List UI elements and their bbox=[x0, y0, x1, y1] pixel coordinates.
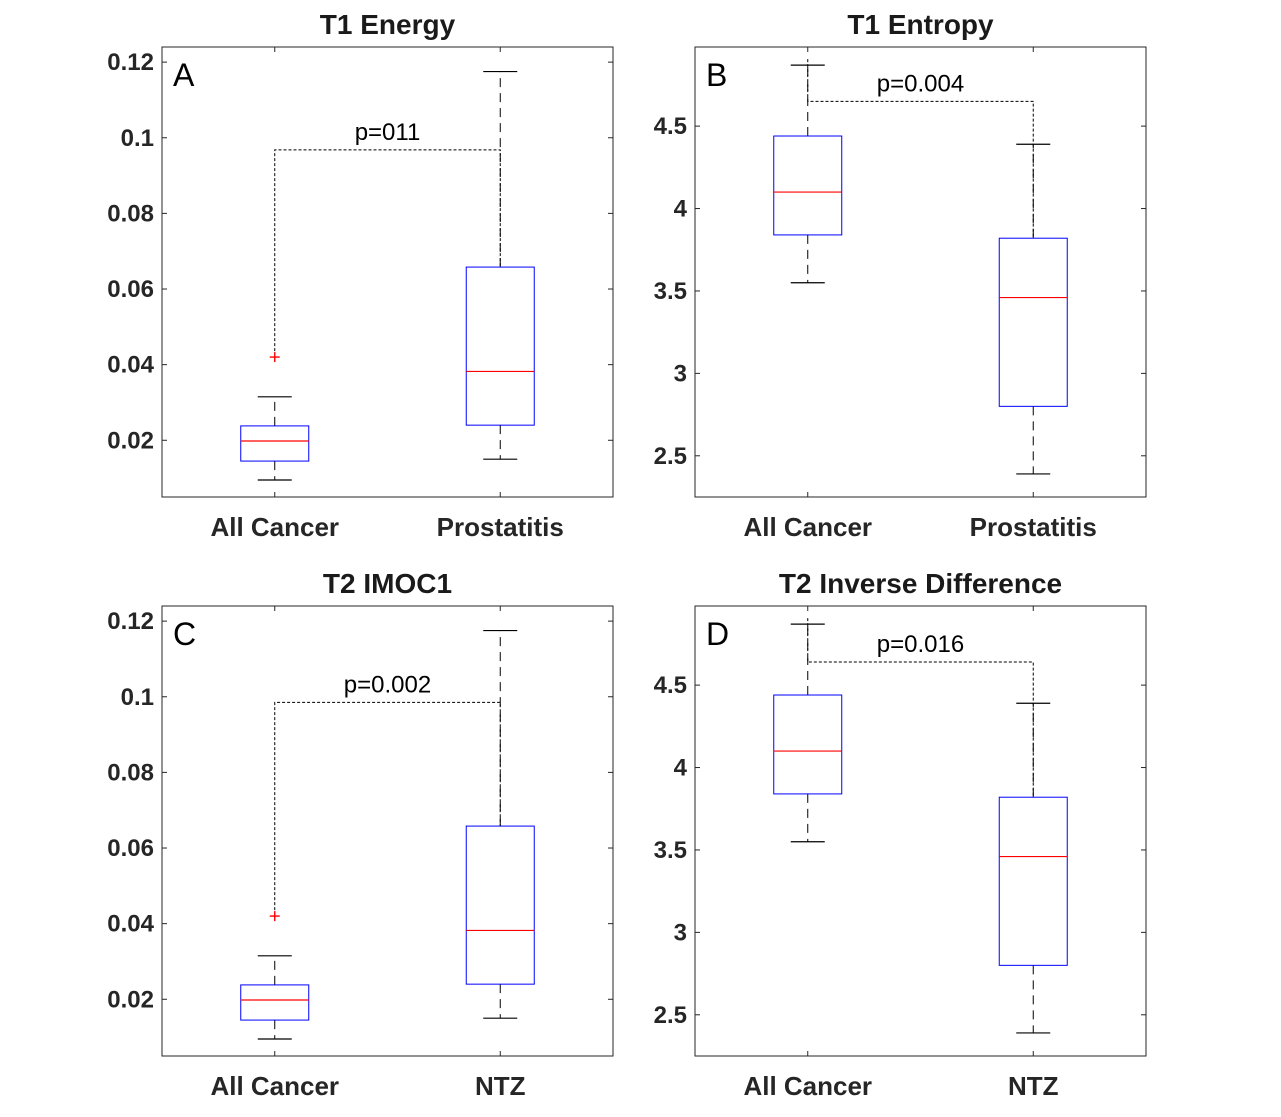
category-label: All Cancer bbox=[210, 512, 339, 542]
category-label: All Cancer bbox=[743, 1071, 872, 1101]
y-tick-label: 3.5 bbox=[654, 837, 687, 864]
p-value-label: p=0.002 bbox=[344, 671, 431, 698]
panel-title: T2 Inverse Difference bbox=[779, 568, 1062, 599]
category-label: All Cancer bbox=[210, 1071, 339, 1101]
y-tick-label: 0.08 bbox=[107, 200, 154, 227]
y-tick-label: 0.12 bbox=[107, 608, 154, 635]
panel-letter: D bbox=[706, 616, 729, 652]
iqr-box bbox=[773, 694, 843, 795]
significance-bracket: p=0.004 bbox=[807, 59, 1034, 239]
y-tick-label: 0.04 bbox=[107, 911, 154, 938]
iqr-box bbox=[773, 135, 843, 236]
panel-c: T2 IMOC1 C 0.02 0.04 0.06 0.08 0.1 0.12 All Canc… bbox=[107, 568, 614, 1101]
iqr-box bbox=[240, 984, 310, 1021]
y-tick-label: 2.5 bbox=[654, 1002, 687, 1029]
significance-bracket: p=0.002 bbox=[274, 671, 501, 911]
p-value-label: p=0.004 bbox=[877, 70, 964, 97]
box-all-cancer bbox=[240, 352, 310, 481]
panel-title: T1 Energy bbox=[320, 9, 456, 40]
y-tick-label: 0.1 bbox=[121, 684, 154, 711]
iqr-box bbox=[465, 266, 535, 426]
y-tick-label: 3 bbox=[674, 360, 687, 387]
panel-a: T1 Energy A 0.02 0.04 0.06 0.08 0.1 0.12 All Can… bbox=[107, 9, 614, 542]
y-tick-label: 0.06 bbox=[107, 835, 154, 862]
p-value-label: p=0.016 bbox=[877, 631, 964, 658]
significance-line bbox=[274, 701, 501, 911]
significance-line bbox=[274, 149, 501, 352]
y-tick-label: 0.12 bbox=[107, 49, 154, 76]
category-label: All Cancer bbox=[743, 512, 872, 542]
y-tick-label: 0.08 bbox=[107, 759, 154, 786]
y-tick-label: 3.5 bbox=[654, 278, 687, 305]
y-tick-label: 0.06 bbox=[107, 276, 154, 303]
box-prostatitis bbox=[998, 143, 1068, 475]
outlier-marker bbox=[269, 911, 280, 922]
significance-bracket: p=011 bbox=[274, 119, 501, 352]
axes-frame bbox=[161, 605, 614, 1057]
y-tick-label: 4 bbox=[674, 196, 688, 223]
y-tick-label: 4.5 bbox=[654, 672, 687, 699]
category-label: NTZ bbox=[475, 1071, 526, 1101]
box-ntz bbox=[998, 702, 1068, 1034]
axes-frame bbox=[694, 46, 1147, 498]
box-all-cancer bbox=[240, 911, 310, 1040]
iqr-box bbox=[465, 825, 535, 985]
y-tick-label: 0.02 bbox=[107, 427, 154, 454]
category-label: Prostatitis bbox=[970, 512, 1097, 542]
iqr-box bbox=[998, 237, 1068, 407]
iqr-box bbox=[240, 425, 310, 462]
y-tick-label: 2.5 bbox=[654, 443, 687, 470]
panel-letter: A bbox=[173, 57, 195, 93]
outlier-marker bbox=[269, 352, 280, 363]
panel-title: T1 Entropy bbox=[847, 9, 994, 40]
category-label: Prostatitis bbox=[437, 512, 564, 542]
y-tick-label: 4 bbox=[674, 755, 688, 782]
panel-letter: B bbox=[706, 57, 727, 93]
significance-line bbox=[807, 618, 1034, 798]
iqr-box bbox=[998, 796, 1068, 966]
panel-title: T2 IMOC1 bbox=[323, 568, 452, 599]
y-tick-label: 4.5 bbox=[654, 113, 687, 140]
box-all-cancer bbox=[773, 64, 843, 284]
y-tick-label: 0.1 bbox=[121, 125, 154, 152]
category-label: NTZ bbox=[1008, 1071, 1059, 1101]
p-value-label: p=011 bbox=[355, 119, 421, 146]
axes-frame bbox=[161, 46, 614, 498]
y-tick-label: 0.02 bbox=[107, 986, 154, 1013]
significance-line bbox=[807, 59, 1034, 239]
axes-frame bbox=[694, 605, 1147, 1057]
panel-letter: C bbox=[173, 616, 196, 652]
y-tick-label: 0.04 bbox=[107, 352, 154, 379]
box-all-cancer bbox=[773, 623, 843, 843]
panel-b: T1 Entropy B 2.5 3 3.5 4 4.5 All Cancer Prostati… bbox=[654, 9, 1147, 542]
box-prostatitis bbox=[465, 70, 535, 460]
y-tick-label: 3 bbox=[674, 919, 687, 946]
significance-bracket: p=0.016 bbox=[807, 618, 1034, 798]
panel-d: T2 Inverse Difference D 2.5 3 3.5 4 4.5 All Can… bbox=[654, 568, 1147, 1101]
